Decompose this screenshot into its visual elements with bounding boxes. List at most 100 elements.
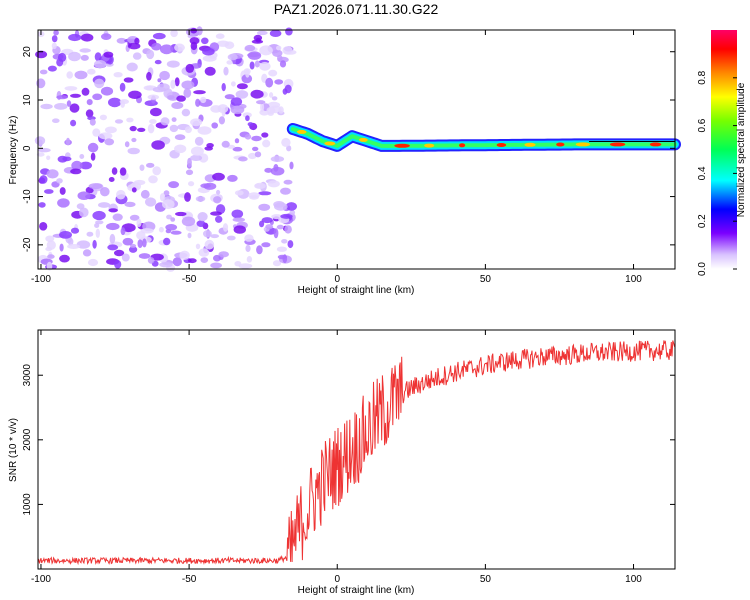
noise-blob xyxy=(74,70,88,80)
noise-blob xyxy=(262,139,271,148)
noise-blob xyxy=(286,145,292,152)
noise-blob xyxy=(279,60,287,68)
noise-blob xyxy=(259,45,273,56)
noise-blob xyxy=(197,126,212,135)
noise-blob xyxy=(183,88,192,98)
noise-blob xyxy=(81,87,90,96)
noise-blob xyxy=(66,100,72,107)
noise-blob xyxy=(216,189,221,195)
noise-blob xyxy=(238,156,248,162)
noise-blob xyxy=(232,146,243,152)
noise-blob xyxy=(244,134,252,140)
colorbar-label: Normalized spectral amplitude xyxy=(736,82,747,217)
noise-blob xyxy=(112,213,123,221)
noise-blob xyxy=(56,178,63,184)
y-tick-label: 20 xyxy=(22,46,33,58)
noise-blob xyxy=(159,193,166,202)
noise-blob xyxy=(241,74,253,84)
noise-blob xyxy=(79,154,85,159)
noise-blob xyxy=(131,137,137,143)
noise-blob xyxy=(248,152,257,160)
noise-blob xyxy=(137,127,146,132)
noise-blob xyxy=(90,152,96,161)
x-tick-label: 0 xyxy=(334,274,340,285)
noise-blob xyxy=(159,44,174,55)
noise-blob xyxy=(200,96,207,104)
noise-blob xyxy=(270,156,285,162)
noise-blob xyxy=(46,261,53,271)
ridge-peak xyxy=(459,143,466,148)
ridge-peak xyxy=(496,143,507,147)
x-tick-label: 50 xyxy=(480,274,492,285)
noise-blob xyxy=(170,29,178,38)
noise-blob xyxy=(103,51,114,58)
x-tick-label: -50 xyxy=(182,274,197,285)
noise-blob xyxy=(276,246,287,252)
noise-blob xyxy=(289,161,294,170)
noise-blob xyxy=(124,141,130,148)
noise-blob xyxy=(250,89,264,99)
noise-blob xyxy=(254,151,262,158)
noise-blob xyxy=(86,99,93,106)
noise-blob xyxy=(94,78,105,89)
ridge-peak xyxy=(296,129,307,134)
noise-blob xyxy=(230,105,245,115)
noise-blob xyxy=(36,152,45,157)
noise-blob xyxy=(94,223,100,228)
noise-blob xyxy=(221,107,226,117)
noise-blob xyxy=(114,259,122,269)
noise-blob xyxy=(187,157,192,168)
noise-blob xyxy=(140,189,150,199)
noise-blob xyxy=(254,60,260,68)
noise-blob xyxy=(70,119,77,127)
noise-blob xyxy=(157,78,162,83)
ridge-peak xyxy=(524,142,536,147)
noise-blob xyxy=(79,161,93,170)
noise-blob xyxy=(249,61,255,70)
noise-blob xyxy=(213,196,222,204)
noise-blob xyxy=(238,263,253,269)
noise-blob xyxy=(168,181,180,189)
noise-blob xyxy=(185,63,195,73)
noise-blob xyxy=(266,107,276,114)
y-tick-label: 1000 xyxy=(22,493,33,516)
noise-blob xyxy=(202,47,215,56)
noise-blob xyxy=(98,132,113,140)
noise-blob xyxy=(218,116,225,125)
noise-blob xyxy=(129,243,137,248)
noise-blob xyxy=(247,51,262,60)
noise-blob xyxy=(120,227,126,236)
noise-blob xyxy=(184,192,191,202)
noise-blob xyxy=(274,202,288,211)
noise-blob xyxy=(273,164,279,172)
noise-blob xyxy=(162,199,175,210)
noise-blob xyxy=(131,187,137,193)
noise-blob xyxy=(210,105,222,113)
noise-blob xyxy=(233,225,246,234)
noise-blob xyxy=(138,253,151,259)
noise-blob xyxy=(254,182,266,189)
noise-blob xyxy=(277,55,283,62)
noise-blob xyxy=(201,37,209,45)
noise-blob xyxy=(196,26,203,36)
noise-blob xyxy=(188,181,195,187)
noise-blob xyxy=(45,235,55,242)
noise-blob xyxy=(46,155,51,161)
noise-blob xyxy=(127,42,141,50)
snr-frame xyxy=(37,329,676,570)
noise-blob xyxy=(145,85,153,91)
noise-blob xyxy=(234,261,242,267)
noise-blob xyxy=(223,66,229,76)
noise-blob xyxy=(258,191,272,196)
noise-blob xyxy=(148,175,158,184)
noise-blob xyxy=(181,216,196,227)
noise-blob xyxy=(176,95,186,102)
noise-blob xyxy=(59,243,64,252)
noise-blob xyxy=(95,228,101,238)
noise-blob xyxy=(174,144,187,154)
noise-blob xyxy=(259,220,265,228)
noise-blob xyxy=(158,226,164,233)
noise-blob xyxy=(244,44,256,52)
noise-blob xyxy=(40,103,53,110)
noise-blob xyxy=(224,41,235,49)
